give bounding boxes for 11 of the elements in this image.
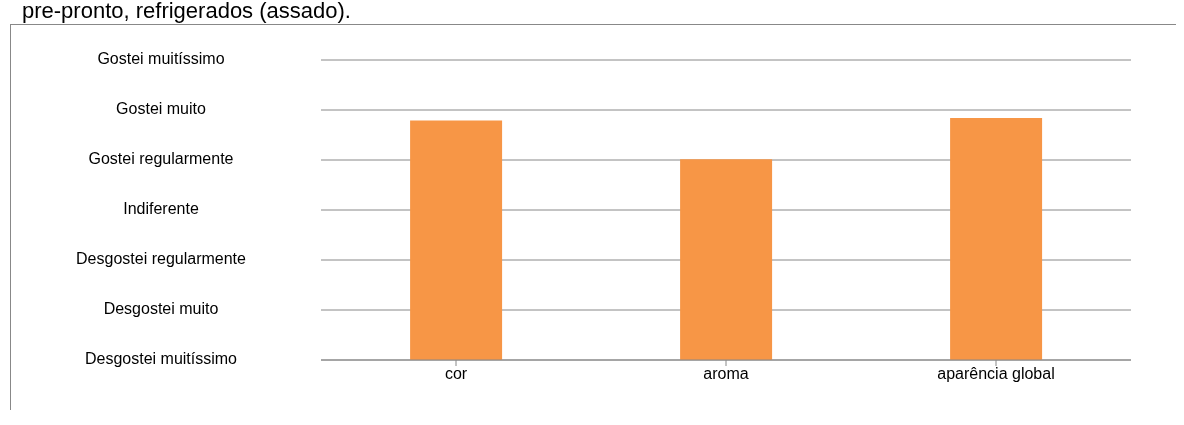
text: Indiferente [122, 200, 200, 218]
text: Gostei muito [115, 100, 207, 118]
text: Gostei regularmente [87, 150, 235, 168]
text: Gostei muitíssimo [96, 50, 226, 68]
text: Desgostei muito [102, 300, 220, 318]
text: Desgostei regularmente [75, 250, 247, 268]
x-tick-label: aparência global [937, 365, 1055, 383]
x-tick-label: aroma [703, 365, 749, 383]
x-tick-label: cor [444, 365, 468, 383]
text: Desgostei muitíssimo [83, 350, 238, 368]
chart-title: pre-pronto, refrigerados (assado). [22, 0, 352, 24]
